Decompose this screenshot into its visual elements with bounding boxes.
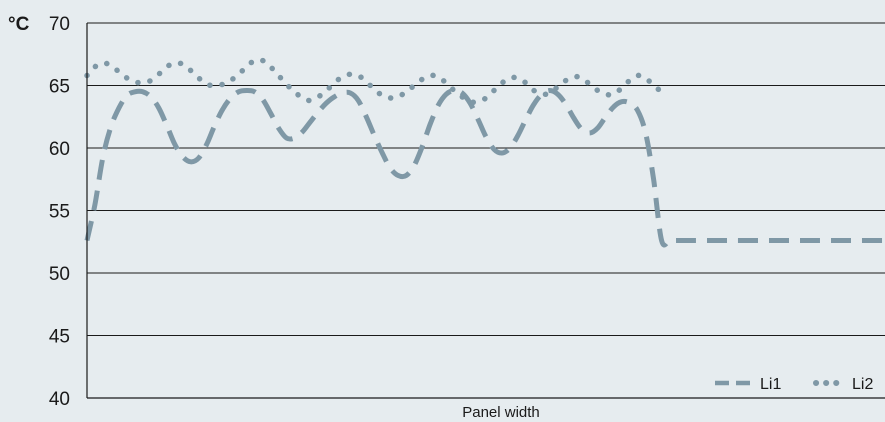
gridlines (87, 22, 885, 337)
y-tick-labels: 40 45 50 55 60 65 70 (49, 14, 70, 410)
y-tick-label-40: 40 (49, 389, 70, 410)
series-lines (84, 57, 885, 248)
legend: Li1 Li2 (715, 376, 873, 393)
y-tick-label-60: 60 (49, 139, 70, 160)
legend-label-li1: Li1 (760, 376, 781, 393)
x-axis-label: Panel width (462, 404, 540, 421)
series-line-li2 (84, 57, 665, 106)
series-line-li1 (84, 87, 885, 248)
y-tick-label-55: 55 (49, 202, 70, 223)
y-tick-label-65: 65 (49, 77, 70, 98)
y-tick-label-70: 70 (49, 14, 70, 35)
y-tick-label-45: 45 (49, 327, 70, 348)
axes (86, 23, 885, 399)
y-tick-label-50: 50 (49, 264, 70, 285)
y-axis-unit-label: °C (8, 14, 30, 35)
legend-label-li2: Li2 (852, 376, 873, 393)
